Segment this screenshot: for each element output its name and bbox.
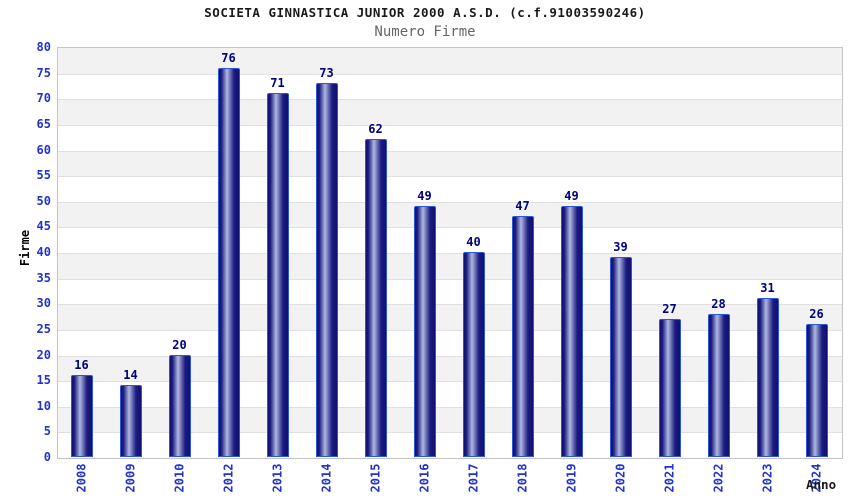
plot-band bbox=[58, 227, 842, 253]
gridline bbox=[58, 227, 842, 229]
x-tick-label: 2013 bbox=[270, 463, 285, 493]
y-tick-label: 25 bbox=[36, 321, 51, 336]
bar-value-label: 62 bbox=[368, 122, 383, 137]
bar bbox=[707, 313, 730, 457]
bar-value-label: 49 bbox=[417, 188, 432, 203]
bar bbox=[756, 298, 779, 457]
y-tick-label: 0 bbox=[43, 450, 51, 464]
x-tick-label: 2009 bbox=[123, 463, 138, 493]
plot-band bbox=[58, 201, 842, 228]
y-tick-label: 30 bbox=[36, 296, 51, 311]
bar bbox=[266, 93, 289, 457]
y-tick-label: 10 bbox=[36, 398, 51, 413]
bar bbox=[217, 67, 240, 457]
bar bbox=[364, 139, 387, 457]
x-tick-label: 2010 bbox=[172, 463, 187, 493]
y-tick-label: 80 bbox=[36, 40, 51, 54]
y-tick-label: 20 bbox=[36, 347, 51, 362]
bar bbox=[315, 82, 338, 457]
bar bbox=[70, 375, 93, 457]
x-tick-label: 2021 bbox=[662, 463, 677, 493]
bar-value-label: 71 bbox=[270, 76, 285, 91]
x-tick-label: 2019 bbox=[564, 463, 579, 493]
bar-value-label: 28 bbox=[711, 296, 726, 311]
plot-band bbox=[58, 48, 842, 74]
y-tick-label: 65 bbox=[36, 116, 51, 131]
gridline bbox=[58, 329, 842, 331]
bar bbox=[511, 216, 534, 457]
gridline bbox=[58, 304, 842, 306]
plot-band bbox=[58, 176, 842, 202]
x-tick-label: 2023 bbox=[760, 463, 775, 493]
gridline bbox=[58, 406, 842, 408]
bar-value-label: 49 bbox=[564, 188, 579, 203]
bar-value-label: 31 bbox=[760, 281, 775, 296]
bar bbox=[805, 323, 828, 457]
bar bbox=[119, 385, 142, 457]
bar-value-label: 39 bbox=[613, 240, 628, 255]
gridline bbox=[58, 278, 842, 280]
y-tick-label: 15 bbox=[36, 373, 51, 388]
plot-band bbox=[58, 124, 842, 151]
bar-value-label: 27 bbox=[662, 301, 677, 316]
bar-value-label: 14 bbox=[123, 368, 138, 383]
gridline bbox=[58, 432, 842, 434]
x-tick-label: 2018 bbox=[515, 463, 530, 493]
bar-value-label: 76 bbox=[221, 50, 236, 65]
x-axis-title: Anno bbox=[806, 477, 837, 492]
bar bbox=[413, 205, 436, 457]
gridline bbox=[58, 381, 842, 383]
plot-band bbox=[58, 278, 842, 305]
bar bbox=[609, 257, 632, 457]
plot-band bbox=[58, 73, 842, 100]
y-tick-label: 5 bbox=[43, 424, 51, 439]
x-tick-label: 2008 bbox=[74, 463, 89, 493]
y-tick-label: 40 bbox=[36, 245, 51, 259]
y-tick-label: 45 bbox=[36, 219, 51, 234]
y-tick-label: 75 bbox=[36, 65, 51, 80]
gridline bbox=[58, 176, 842, 178]
y-tick-label: 55 bbox=[36, 168, 51, 183]
bar-value-label: 73 bbox=[319, 65, 334, 80]
x-tick-label: 2014 bbox=[319, 463, 334, 493]
bar bbox=[168, 354, 191, 457]
plot-band bbox=[58, 99, 842, 125]
plot-band bbox=[58, 150, 842, 177]
y-tick-label: 50 bbox=[36, 193, 51, 208]
x-tick-label: 2015 bbox=[368, 463, 383, 493]
gridline bbox=[58, 355, 842, 357]
x-tick-label: 2022 bbox=[711, 463, 726, 493]
bar-value-label: 16 bbox=[74, 358, 89, 372]
chart-subtitle: Numero Firme bbox=[374, 24, 476, 40]
gridline bbox=[58, 73, 842, 75]
bar-value-label: 40 bbox=[466, 235, 481, 249]
gridline bbox=[58, 201, 842, 203]
x-tick-label: 2012 bbox=[221, 463, 236, 493]
plot-band bbox=[58, 253, 842, 279]
y-tick-label: 35 bbox=[36, 270, 51, 285]
x-tick-label: 2016 bbox=[417, 463, 432, 493]
x-tick-label: 2017 bbox=[466, 463, 481, 493]
x-tick-label: 2020 bbox=[613, 463, 628, 493]
gridline bbox=[58, 99, 842, 101]
bar-value-label: 20 bbox=[172, 337, 187, 352]
gridline bbox=[58, 150, 842, 152]
gridline bbox=[58, 253, 842, 254]
y-tick-label: 60 bbox=[36, 142, 51, 157]
bar-value-label: 47 bbox=[515, 199, 530, 214]
plot-area bbox=[57, 47, 843, 459]
gridline bbox=[58, 124, 842, 126]
bar bbox=[658, 318, 681, 457]
bar-value-label: 26 bbox=[809, 306, 824, 321]
bar bbox=[560, 205, 583, 457]
chart-title: SOCIETA GINNASTICA JUNIOR 2000 A.S.D. (c… bbox=[204, 5, 646, 20]
bar bbox=[462, 252, 485, 457]
y-tick-label: 70 bbox=[36, 91, 51, 106]
